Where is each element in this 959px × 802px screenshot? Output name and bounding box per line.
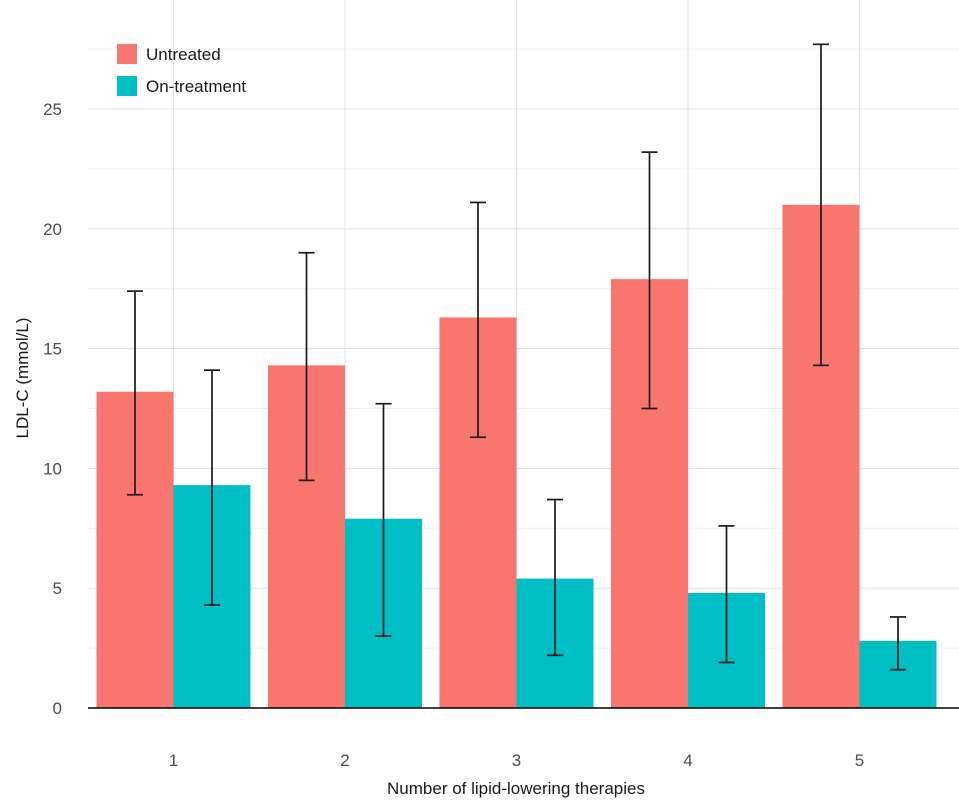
x-tick-label: 5 [855,751,864,770]
x-tick-label: 3 [512,751,521,770]
y-tick-label: 15 [43,340,62,359]
y-tick-label: 25 [43,100,62,119]
y-tick-labels: 0 5 10 15 20 25 [43,100,62,718]
legend-label-untreated: Untreated [146,45,221,64]
legend: Untreated On-treatment [117,44,246,96]
x-tick-label: 2 [340,751,349,770]
y-axis-title: LDL-C (mmol/L) [13,318,32,439]
x-tick-labels: 1 2 3 4 5 [169,751,864,770]
y-tick-label: 10 [43,459,62,478]
error-bars [127,43,906,671]
x-tick-label: 4 [683,751,692,770]
legend-swatch-on-treatment [117,76,137,96]
y-tick-label: 5 [53,579,62,598]
y-tick-label: 20 [43,220,62,239]
y-tick-label: 0 [53,699,62,718]
x-axis-title: Number of lipid-lowering therapies [387,779,645,798]
legend-swatch-untreated [117,44,137,64]
x-tick-label: 1 [169,751,178,770]
legend-label-on-treatment: On-treatment [146,77,246,96]
